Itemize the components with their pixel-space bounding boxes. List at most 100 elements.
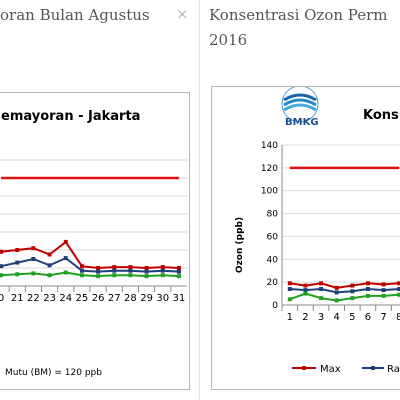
min-point <box>79 273 84 278</box>
chart-footer: Mutu (BM) = 120 ppb <box>5 368 102 378</box>
min-point <box>176 274 181 279</box>
min-point <box>381 293 386 298</box>
x-tick-label: 27 <box>108 293 121 304</box>
chart-title: emayoran - Jakarta <box>1 109 140 124</box>
min-line <box>1 271 179 278</box>
avg-point <box>303 288 308 293</box>
avg-point <box>79 268 84 273</box>
avg-point <box>319 287 324 291</box>
max-point <box>287 281 292 286</box>
chart-left: 0 21 22 23 24 25 26 27 28 29 30 31 emayoran - Jakar… <box>0 109 187 378</box>
chart-panel-left: 0 21 22 23 24 25 26 27 28 29 30 31 emayoran - Jakar… <box>0 92 190 390</box>
min-point <box>303 291 308 296</box>
avg-line <box>0 256 179 273</box>
divider <box>199 0 200 400</box>
x-tick-label: 2 <box>302 312 308 323</box>
avg-point <box>31 257 36 261</box>
max-point <box>47 252 52 257</box>
x-tick-label: 1 <box>287 312 293 323</box>
avg-point <box>365 287 370 291</box>
min-point <box>31 271 36 276</box>
max-line <box>0 240 179 270</box>
x-tick-label: 4 <box>334 312 340 323</box>
chart-panel-right: BMKG Kons Ozon (ppb) 0 20 40 60 80 100 120 140 1… <box>211 85 400 390</box>
avg-point <box>287 287 292 291</box>
avg-point <box>176 269 181 274</box>
tab-title: Konsentrasi Ozon Perm <box>209 6 388 24</box>
max-point <box>0 249 4 254</box>
avg-point <box>96 269 101 274</box>
x-tick-label: 6 <box>365 312 371 323</box>
min-point <box>128 273 133 278</box>
x-tick-label: 25 <box>76 293 89 304</box>
max-line <box>289 282 400 289</box>
avg-point <box>47 263 52 268</box>
chart-title: Kons <box>363 108 399 123</box>
y-tick-label: 100 <box>261 187 278 197</box>
min-point <box>144 274 149 279</box>
max-point <box>176 266 181 270</box>
y-tick-label: 60 <box>267 232 279 242</box>
x-tick-label: 3 <box>318 312 324 323</box>
min-point <box>319 296 324 301</box>
avg-point <box>128 268 133 273</box>
avg-line <box>289 287 400 294</box>
x-tick-label: 26 <box>92 293 105 304</box>
min-point <box>15 272 20 277</box>
min-point <box>160 273 165 278</box>
min-point <box>365 293 370 298</box>
max-point <box>128 265 133 270</box>
max-point <box>15 248 20 252</box>
tab-title: oran Bulan Agustus <box>0 6 150 24</box>
x-tick-label: 29 <box>140 293 153 304</box>
x-tick-label: 30 <box>156 293 169 304</box>
max-point <box>112 265 117 270</box>
y-tick-label: 0 <box>272 301 278 311</box>
max-point <box>63 239 68 244</box>
x-tick-label: 31 <box>173 293 186 304</box>
avg-point <box>397 287 400 291</box>
avg-point <box>15 260 20 265</box>
x-tick-label: 5 <box>349 312 355 323</box>
max-point <box>303 283 308 288</box>
chart-right: BMKG Kons Ozon (ppb) 0 20 40 60 80 100 120 140 1… <box>235 85 400 375</box>
y-tick-label: 40 <box>267 255 279 265</box>
avg-point <box>334 290 339 295</box>
min-point <box>96 274 101 279</box>
x-tick-label: 28 <box>124 293 137 304</box>
x-tick-label: 0 <box>0 293 4 304</box>
max-point <box>365 281 370 286</box>
y-axis-label: Ozon (ppb) <box>235 217 245 273</box>
tab-konsentrasi-ozon[interactable]: Konsentrasi Ozon Perm 2016 <box>200 0 400 62</box>
bmkg-logo-icon: BMKG <box>281 85 319 128</box>
avg-point <box>112 268 117 273</box>
avg-point <box>160 268 165 273</box>
min-point <box>63 270 68 275</box>
legend-label-max: Max <box>320 364 341 375</box>
tab-bulan-agustus[interactable]: oran Bulan Agustus × <box>0 0 200 62</box>
avg-point <box>0 264 4 269</box>
min-point <box>112 273 117 278</box>
y-tick-label: 120 <box>261 164 278 174</box>
max-point <box>319 281 324 286</box>
min-point <box>287 297 292 302</box>
min-point <box>350 296 355 301</box>
min-point <box>334 298 339 303</box>
x-tick-label: 21 <box>11 293 24 304</box>
legend-label-avg: Rat <box>387 364 400 375</box>
close-icon[interactable]: × <box>176 5 189 23</box>
min-line <box>289 292 400 302</box>
y-tick-label: 20 <box>267 278 279 288</box>
max-point <box>350 283 355 288</box>
max-point <box>381 282 386 287</box>
legend-marker-avg <box>371 366 375 370</box>
tab-title-line2: 2016 <box>209 31 248 49</box>
legend: Max Rat <box>292 364 400 375</box>
avg-point <box>63 256 68 261</box>
min-point <box>397 292 400 297</box>
min-point <box>0 273 4 278</box>
max-point <box>334 285 339 290</box>
max-point <box>144 266 149 270</box>
max-point <box>397 281 400 286</box>
x-tick-label: 23 <box>43 293 56 304</box>
